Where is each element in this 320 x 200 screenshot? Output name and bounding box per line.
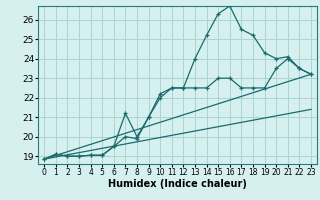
X-axis label: Humidex (Indice chaleur): Humidex (Indice chaleur) — [108, 179, 247, 189]
